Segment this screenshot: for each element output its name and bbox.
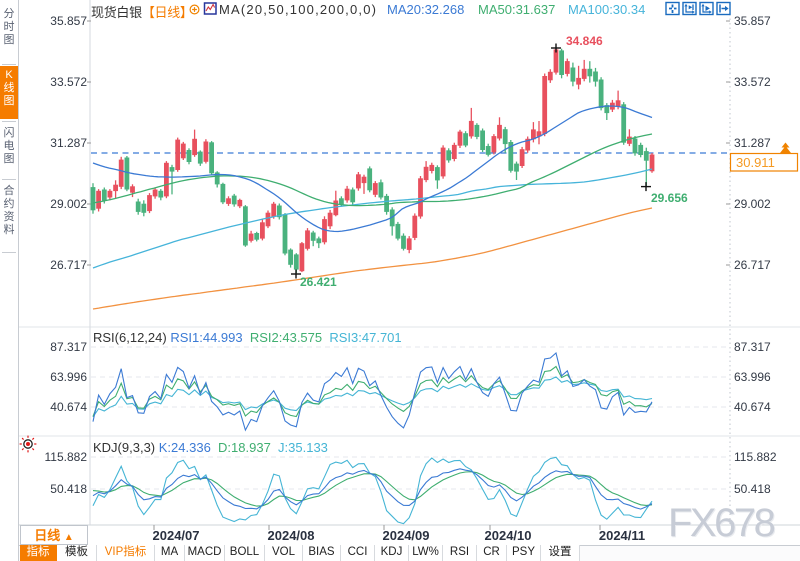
- svg-text:29.002: 29.002: [50, 197, 87, 211]
- svg-text:35.857: 35.857: [50, 14, 87, 28]
- svg-text:115.882: 115.882: [734, 450, 777, 464]
- svg-text:50.418: 50.418: [734, 482, 771, 496]
- svg-text:30.911: 30.911: [736, 155, 775, 170]
- svg-text:31.287: 31.287: [734, 136, 771, 150]
- svg-text:29.656: 29.656: [651, 191, 688, 205]
- svg-text:40.674: 40.674: [734, 400, 771, 414]
- svg-text:29.002: 29.002: [734, 197, 771, 211]
- svg-text:34.846: 34.846: [566, 34, 603, 48]
- svg-text:63.996: 63.996: [50, 370, 87, 384]
- svg-text:26.717: 26.717: [50, 258, 87, 272]
- svg-text:40.674: 40.674: [50, 400, 87, 414]
- svg-text:115.882: 115.882: [45, 450, 88, 464]
- svg-text:87.317: 87.317: [734, 340, 771, 354]
- svg-text:63.996: 63.996: [734, 370, 771, 384]
- svg-text:26.421: 26.421: [300, 275, 337, 289]
- svg-text:35.857: 35.857: [734, 14, 771, 28]
- svg-text:26.717: 26.717: [734, 258, 771, 272]
- svg-text:87.317: 87.317: [50, 340, 87, 354]
- svg-text:33.572: 33.572: [734, 75, 771, 89]
- svg-text:50.418: 50.418: [50, 482, 87, 496]
- svg-text:31.287: 31.287: [50, 136, 87, 150]
- svg-text:33.572: 33.572: [50, 75, 87, 89]
